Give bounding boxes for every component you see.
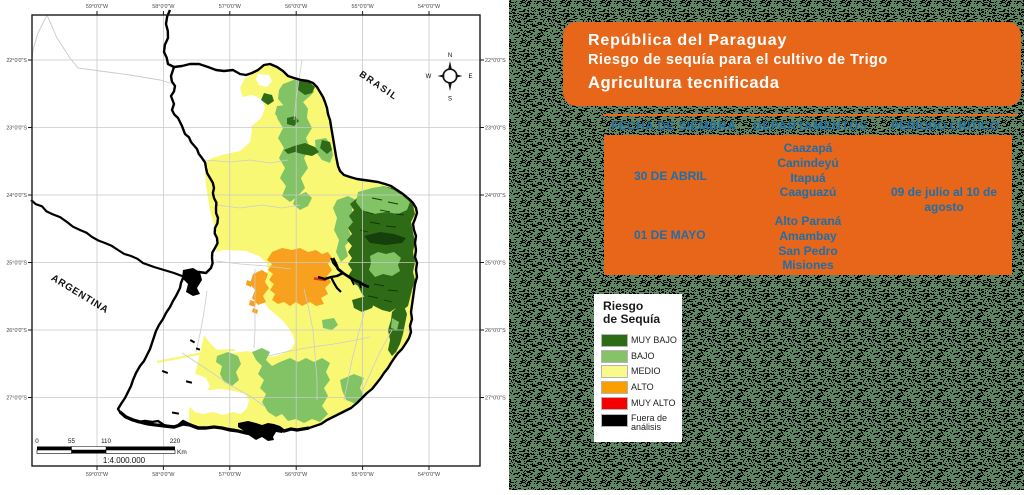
svg-text:56°0'0"W: 56°0'0"W [285,4,308,10]
svg-text:Km: Km [177,449,187,456]
svg-text:22°0'0"S: 22°0'0"S [485,58,506,64]
svg-text:55°0'0"W: 55°0'0"W [352,472,375,478]
svg-text:58°0'0"W: 58°0'0"W [152,472,175,478]
svg-text:25°0'0"S: 25°0'0"S [485,261,506,267]
svg-text:25°0'0"S: 25°0'0"S [6,261,27,267]
svg-text:24°0'0"S: 24°0'0"S [485,193,506,199]
svg-text:S: S [448,97,452,103]
svg-text:58°0'0"W: 58°0'0"W [152,4,175,10]
svg-text:22°0'0"S: 22°0'0"S [6,58,27,64]
svg-text:59°0'0"W: 59°0'0"W [86,4,109,10]
svg-text:57°0'0"W: 57°0'0"W [219,4,242,10]
svg-text:ARGENTINA: ARGENTINA [49,273,111,317]
svg-text:N: N [448,53,452,59]
svg-text:26°0'0"S: 26°0'0"S [485,328,506,334]
svg-text:W: W [426,74,432,80]
svg-text:57°0'0"W: 57°0'0"W [219,472,242,478]
svg-text:27°0'0"S: 27°0'0"S [6,396,27,402]
svg-text:26°0'0"S: 26°0'0"S [6,328,27,334]
svg-text:59°0'0"W: 59°0'0"W [86,472,109,478]
svg-text:27°0'0"S: 27°0'0"S [485,396,506,402]
svg-text:0: 0 [35,438,39,445]
svg-text:1:4.000.000: 1:4.000.000 [103,456,146,465]
svg-text:110: 110 [101,438,111,445]
svg-text:BRASIL: BRASIL [357,69,400,103]
svg-text:55: 55 [68,438,75,445]
svg-text:E: E [468,74,472,80]
svg-text:54°0'0"W: 54°0'0"W [418,472,441,478]
svg-text:56°0'0"W: 56°0'0"W [285,472,308,478]
svg-text:23°0'0"S: 23°0'0"S [6,126,27,132]
svg-text:54°0'0"W: 54°0'0"W [418,4,441,10]
svg-text:23°0'0"S: 23°0'0"S [485,126,506,132]
svg-text:55°0'0"W: 55°0'0"W [352,4,375,10]
svg-text:220: 220 [170,438,181,445]
svg-text:24°0'0"S: 24°0'0"S [6,193,27,199]
